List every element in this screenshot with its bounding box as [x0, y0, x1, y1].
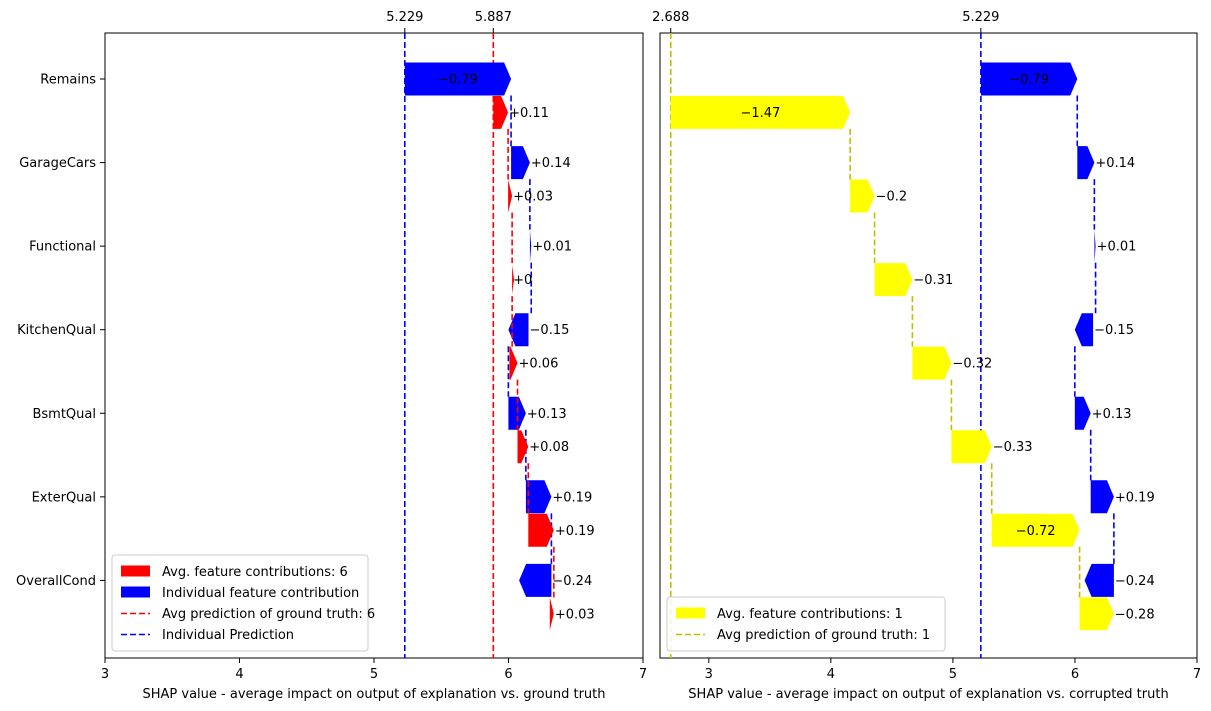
bar-individual-feature-contribution-functional [1094, 229, 1096, 263]
bar-value-label: −1.47 [741, 106, 781, 121]
bar-value-label: +0.14 [531, 156, 571, 171]
bar-individual-feature-contribution-bsmtqual [1074, 396, 1091, 430]
x-tick-label: 3 [705, 667, 713, 682]
feature-label-garagecars: GarageCars [19, 156, 96, 171]
legend: Avg. feature contributions: 6 Individual … [111, 554, 375, 652]
bar-individual-feature-contribution-bsmtqual [508, 396, 526, 430]
bar-value-label: +0.19 [552, 490, 592, 505]
legend-label: Avg. feature contributions: 1 [717, 607, 903, 622]
legend-box [666, 596, 946, 652]
x-tick-label: 7 [639, 667, 647, 682]
bar-individual-feature-contribution-overallcond [1084, 563, 1114, 597]
bar-value-label: −0.31 [913, 273, 953, 288]
feature-label-exterqual: ExterQual [32, 490, 96, 505]
x-tick-label: 6 [1071, 667, 1079, 682]
x-tick-label: 5 [949, 667, 957, 682]
top-tick-label: 5.229 [386, 10, 423, 25]
bar-value-label: +0.14 [1095, 156, 1135, 171]
legend-label: Avg prediction of ground truth: 6 [162, 607, 375, 622]
bar-avg-feature-contributions-1-exterqual [991, 513, 1080, 547]
bar-value-label: +0.19 [555, 524, 595, 539]
legend-swatch-individual-feature-contribution [121, 586, 150, 598]
bar-value-label: −0.79 [1009, 73, 1049, 88]
x-tick-label: 4 [827, 667, 835, 682]
bar-avg-feature-contributions-6-bsmtqual [517, 430, 529, 464]
bar-value-label: −0.28 [1115, 607, 1155, 622]
legend-swatch-avg-feature-contributions-6 [121, 565, 150, 577]
bar-value-label: +0.01 [532, 240, 572, 255]
x-tick-label: 7 [1193, 667, 1201, 682]
bar-avg-feature-contributions-6-overallcond [549, 597, 554, 631]
feature-label-kitchenqual: KitchenQual [17, 323, 96, 338]
bar-value-label: +0.13 [1092, 407, 1132, 422]
bar-avg-feature-contributions-1-bsmtqual [951, 430, 992, 464]
bar-value-label: −0.72 [1016, 524, 1056, 539]
legend-swatch-avg-feature-contributions-1 [676, 607, 705, 619]
bar-value-label: −0.32 [952, 357, 992, 372]
feature-label-overallcond: OverallCond [16, 574, 96, 589]
bar-individual-feature-contribution-overallcond [519, 563, 552, 597]
left-panel-ground-truth: 3 4 5 6 7 5.229 5.887 SHAP value - average impa… [16, 10, 647, 702]
bar-value-label: −0.15 [530, 323, 570, 338]
bar-individual-feature-contribution-kitchenqual [508, 313, 529, 347]
x-tick-label: 3 [101, 667, 109, 682]
x-tick-label: 6 [504, 667, 512, 682]
legend-label: Avg. feature contributions: 6 [162, 565, 348, 580]
bar-value-label: +0.03 [555, 607, 595, 622]
plot-frame [659, 32, 1198, 659]
bar-individual-feature-contribution-exterqual [525, 480, 552, 514]
bar-value-label: +0.11 [509, 106, 549, 121]
bar-avg-feature-contributions-1-functional [874, 263, 913, 297]
bar-value-label: +0 [513, 273, 532, 288]
bar-value-label: −0.79 [438, 73, 478, 88]
bar-individual-feature-contribution-kitchenqual [1074, 313, 1094, 347]
bar-avg-feature-contributions-6-functional [512, 265, 515, 295]
bar-value-label: +0.01 [1097, 240, 1137, 255]
legend-label: Individual feature contribution [162, 586, 359, 601]
bar-avg-feature-contributions-6-garagecars [508, 179, 513, 213]
bar-value-label: −0.24 [1115, 574, 1155, 589]
x-axis-label: SHAP value - average impact on output of… [143, 687, 606, 702]
bar-avg-feature-contributions-6-exterqual [528, 513, 554, 547]
bar-value-label: +0.03 [513, 189, 553, 204]
bar-avg-feature-contributions-1-remains [670, 95, 851, 129]
top-tick-label: 5.229 [962, 10, 999, 25]
bar-individual-feature-contribution-garagecars [1077, 146, 1095, 180]
bar-value-label: −0.24 [552, 574, 592, 589]
bar-avg-feature-contributions-1-kitchenqual [912, 346, 952, 380]
x-tick-label: 4 [235, 667, 243, 682]
legend-label: Individual Prediction [162, 628, 294, 643]
bar-avg-feature-contributions-1-overallcond [1079, 597, 1114, 631]
right-panel-corrupted-truth: 3 4 5 6 7 2.688 5.229 SHAP value - average impa… [652, 10, 1201, 702]
legend-label: Avg prediction of ground truth: 1 [717, 628, 930, 643]
feature-label-functional: Functional [29, 240, 96, 255]
top-tick-label: 5.887 [475, 10, 512, 25]
bar-avg-feature-contributions-1-garagecars [850, 179, 875, 213]
top-tick-label: 2.688 [652, 10, 689, 25]
x-axis-label: SHAP value - average impact on output of… [688, 687, 1168, 702]
bar-individual-feature-contribution-remains [980, 62, 1078, 96]
feature-label-remains: Remains [40, 73, 96, 88]
bar-individual-feature-contribution-functional [529, 229, 532, 263]
bar-individual-feature-contribution-exterqual [1090, 480, 1114, 514]
x-tick-label: 5 [370, 667, 378, 682]
bar-value-label: +0.06 [519, 357, 559, 372]
feature-label-bsmtqual: BsmtQual [32, 407, 96, 422]
bar-individual-feature-contribution-garagecars [511, 146, 530, 180]
legend-box [111, 554, 369, 652]
legend: Avg. feature contributions: 1 Avg predict… [666, 596, 946, 652]
bar-avg-feature-contributions-6-remains [493, 95, 509, 129]
bar-value-label: −0.33 [993, 440, 1033, 455]
bar-value-label: −0.2 [876, 189, 908, 204]
bar-value-label: +0.08 [529, 440, 569, 455]
bar-avg-feature-contributions-6-kitchenqual [509, 346, 518, 380]
bar-value-label: +0.13 [527, 407, 567, 422]
bar-value-label: −0.15 [1094, 323, 1134, 338]
bar-individual-feature-contribution-remains [404, 62, 512, 96]
bar-value-label: +0.19 [1115, 490, 1155, 505]
